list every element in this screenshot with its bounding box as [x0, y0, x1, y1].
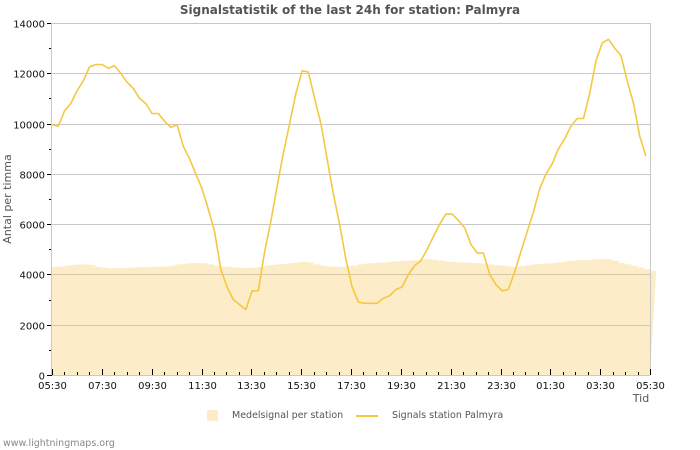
x-tick-label: 13:30 — [237, 381, 266, 392]
average-area-path — [52, 259, 657, 375]
x-tick-label: 07:30 — [88, 381, 117, 392]
x-tick-label: 21:30 — [437, 381, 466, 392]
area-swatch-icon — [207, 410, 218, 421]
y-tick-label: 2000 — [20, 322, 45, 333]
axes: 0 2000 4000 6000 8000 10000 12000 14000 05:30 07:… — [13, 20, 665, 393]
station-line-path — [51, 38, 647, 311]
x-tick-label: 05:30 — [636, 381, 665, 392]
legend-item-station: Signals station Palmyra — [356, 410, 503, 421]
average-signal-area — [52, 259, 657, 375]
station-signal-line — [51, 38, 647, 311]
chart-title: Signalstatistik of the last 24h for stat… — [179, 3, 521, 17]
y-tick-label: 10000 — [13, 121, 45, 132]
x-tick-label: 15:30 — [287, 381, 316, 392]
x-tick-label: 03:30 — [586, 381, 615, 392]
x-tick-label: 19:30 — [387, 381, 416, 392]
legend-item-average: Medelsignal per station — [207, 410, 343, 421]
x-axis-label: Tid — [632, 392, 649, 405]
x-tick-label: 01:30 — [536, 381, 565, 392]
x-tick-label: 17:30 — [337, 381, 366, 392]
y-tick-label: 8000 — [20, 171, 45, 182]
watermark-link[interactable]: www.lightningmaps.org — [3, 438, 115, 449]
y-tick-label: 14000 — [13, 20, 45, 31]
y-axis-label: Antal per timma — [1, 154, 14, 243]
y-tick-label: 12000 — [13, 70, 45, 81]
legend-label-average: Medelsignal per station — [232, 410, 344, 421]
x-tick-label: 11:30 — [188, 381, 217, 392]
legend-label-station: Signals station Palmyra — [392, 410, 504, 421]
x-tick-label: 05:30 — [38, 381, 67, 392]
y-tick-label: 4000 — [20, 271, 45, 282]
x-tick-label: 23:30 — [487, 381, 516, 392]
y-tick-label: 6000 — [20, 221, 45, 232]
y-tick-label: 0 — [39, 372, 45, 383]
x-tick-label: 09:30 — [138, 381, 167, 392]
line-swatch-icon — [356, 414, 378, 417]
